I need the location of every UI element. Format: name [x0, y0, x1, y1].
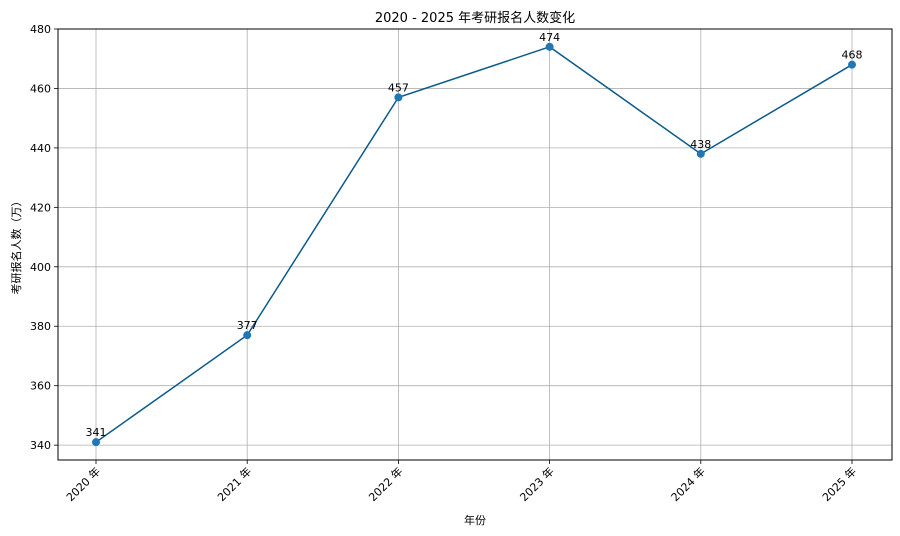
series-line: [95, 46, 853, 443]
y-tick-label: 380: [30, 320, 51, 333]
data-point: [243, 331, 252, 340]
x-tick-label: 2021 年: [214, 464, 254, 504]
chart-title: 2020 - 2025 年考研报名人数变化: [375, 10, 575, 26]
data-label: 438: [690, 138, 711, 151]
data-label: 457: [388, 81, 409, 94]
y-tick-label: 440: [30, 142, 51, 155]
y-tick-label: 340: [30, 439, 51, 452]
series-layer: 341 377 457 474 438 468: [86, 31, 863, 447]
data-point: [696, 149, 705, 158]
data-label: 468: [842, 49, 863, 62]
data-label: 377: [237, 319, 258, 332]
x-tick-label: 2024 年: [668, 464, 708, 504]
x-tick-label: 2020 年: [63, 464, 103, 504]
x-axis-ticks: 2020 年 2021 年 2022 年 2023 年 2024 年 2025 年: [63, 460, 859, 504]
data-point: [394, 93, 403, 102]
data-point: [92, 438, 100, 447]
y-tick-label: 360: [30, 380, 51, 393]
x-tick-label: 2022 年: [366, 464, 406, 504]
x-tick-label: 2023 年: [517, 464, 557, 504]
x-axis-label: 年份: [464, 513, 486, 527]
y-axis-label: 考研报名人数（万）: [9, 196, 23, 295]
data-label: 341: [86, 426, 107, 439]
y-tick-label: 480: [30, 23, 51, 36]
data-label: 474: [539, 31, 560, 44]
x-tick-label: 2025 年: [819, 464, 859, 504]
data-point: [545, 42, 554, 51]
data-point: [848, 60, 856, 69]
y-tick-label: 460: [30, 82, 51, 95]
plot-frame: [57, 28, 893, 461]
y-tick-label: 420: [30, 201, 51, 214]
grid: [58, 28, 892, 460]
y-tick-label: 400: [30, 261, 51, 274]
y-axis-ticks: 340 360 380 400 420 440 460 480: [30, 23, 58, 452]
